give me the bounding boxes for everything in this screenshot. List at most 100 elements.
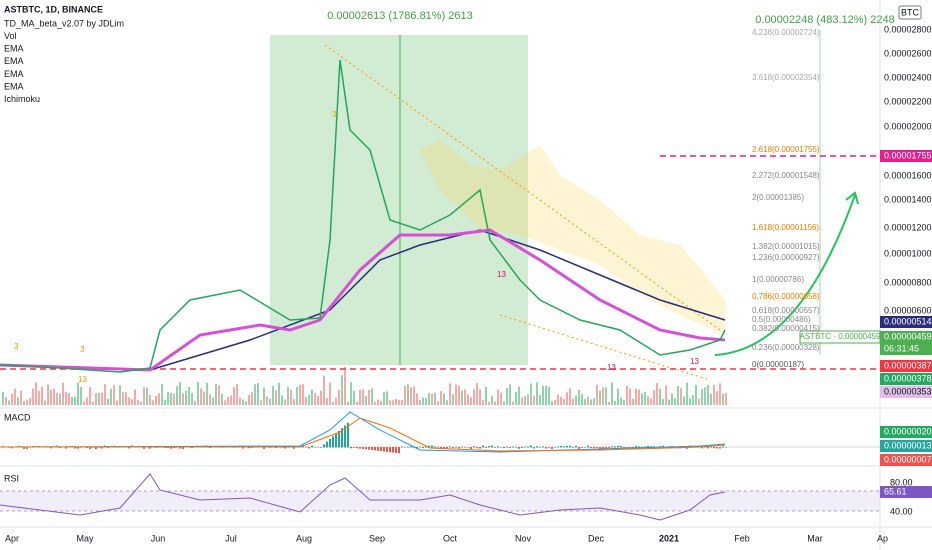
macd-bar: [350, 447, 352, 449]
macd-bar: [608, 447, 610, 448]
volume-bar: [221, 393, 223, 405]
macd-bar: [437, 446, 439, 448]
macd-bar: [458, 447, 460, 449]
macd-bar: [467, 447, 469, 448]
volume-bar: [350, 382, 352, 405]
macd-bar: [398, 447, 400, 454]
macd-bar: [320, 447, 322, 448]
volume-bar: [107, 398, 109, 405]
macd-bar: [26, 447, 28, 449]
macd-bar: [443, 447, 445, 449]
time-tick-label: 2021: [659, 533, 679, 543]
currency-box: [898, 5, 922, 20]
rsi-line: [0, 473, 726, 521]
macd-bar: [554, 446, 556, 448]
volume-bar: [293, 399, 295, 405]
macd-bar: [179, 447, 181, 449]
volume-bar: [17, 397, 19, 405]
price-tick-label: 0.00001200: [884, 222, 932, 232]
volume-bar: [683, 396, 685, 405]
time-tick-label: Aug: [296, 533, 312, 543]
volume-bar: [266, 396, 268, 405]
volume-bar: [545, 385, 547, 405]
volume-bar: [449, 383, 451, 405]
volume-bar: [119, 385, 121, 405]
volume-bar: [440, 391, 442, 405]
macd-bar: [107, 447, 109, 449]
macd-bar: [719, 447, 721, 449]
volume-bar: [80, 387, 82, 405]
volume-bar: [563, 399, 565, 405]
volume-bar: [479, 389, 481, 405]
volume-bar: [572, 398, 574, 405]
macd-bar: [422, 447, 424, 449]
volume-bar: [92, 401, 94, 405]
ema-mid: [0, 228, 726, 372]
volume-bar: [377, 399, 379, 405]
macd-bar: [578, 447, 580, 449]
volume-bar: [461, 390, 463, 405]
macd-bar: [365, 447, 367, 450]
macd-bar: [311, 445, 313, 448]
macd-bar: [539, 447, 541, 448]
td-count: 3: [332, 110, 337, 119]
volume-bar: [38, 391, 40, 405]
volume-bar: [692, 395, 694, 405]
volume-bar: [101, 392, 103, 405]
macd-bar: [590, 447, 592, 448]
volume-bar: [251, 392, 253, 405]
volume-bar: [422, 397, 424, 405]
volume-bar: [164, 399, 166, 405]
volume-bar: [20, 390, 22, 405]
volume-bar: [98, 392, 100, 405]
volume-bar: [398, 399, 400, 405]
volume-bar: [47, 384, 49, 405]
volume-bar: [419, 399, 421, 405]
macd-bar: [629, 447, 631, 449]
fib-level: 0.382(0.00000415): [752, 324, 820, 333]
volume-bar: [347, 401, 349, 405]
range-annotation: 0.00002613 (1786.81%) 2613: [327, 10, 473, 22]
volume-bar: [500, 392, 502, 405]
volume-bar: [155, 395, 157, 405]
indicator-label: EMA: [4, 44, 24, 54]
volume-bar: [5, 397, 7, 405]
macd-bar: [638, 446, 640, 448]
volume-bar: [140, 401, 142, 405]
volume-bar: [635, 388, 637, 405]
macd-bar: [560, 445, 562, 448]
fib-level: 2(0.00001385): [752, 193, 804, 202]
fib-level: 4.236(0.00002724): [752, 28, 820, 37]
volume-bar: [95, 393, 97, 405]
macd-bar: [461, 446, 463, 448]
volume-bar: [659, 388, 661, 405]
macd-bar: [476, 447, 478, 449]
volume-bar: [125, 392, 127, 405]
range-annotation: 0.00002248 (483.12%) 2248: [755, 14, 894, 26]
price-badge-text: 0.00001755: [884, 150, 932, 160]
range-box: [270, 35, 528, 365]
volume-bar: [362, 389, 364, 405]
volume-bar: [641, 393, 643, 405]
indicator-label: EMA: [4, 69, 24, 79]
volume-bar: [386, 391, 388, 405]
macd-bar: [449, 446, 451, 448]
volume-bar: [491, 396, 493, 405]
price-tick-label: 0.00001600: [884, 170, 932, 180]
volume-bar: [587, 397, 589, 405]
volume-bar: [494, 401, 496, 405]
volume-bar: [245, 401, 247, 405]
price-badge: [880, 316, 932, 328]
fib-level: 0(0.00000187): [752, 360, 804, 369]
fib-level: 1.618(0.00001156): [752, 223, 819, 232]
macd-bar: [386, 447, 388, 452]
volume-bar: [527, 394, 529, 405]
volume-bar: [575, 395, 577, 405]
volume-bar: [677, 385, 679, 405]
price-tick-label: 0.00000800: [884, 277, 932, 287]
macd-bar: [323, 444, 325, 448]
volume-bar: [569, 388, 571, 405]
volume-bar: [89, 387, 91, 405]
volume-bar: [170, 392, 172, 405]
volume-bar: [23, 400, 25, 405]
